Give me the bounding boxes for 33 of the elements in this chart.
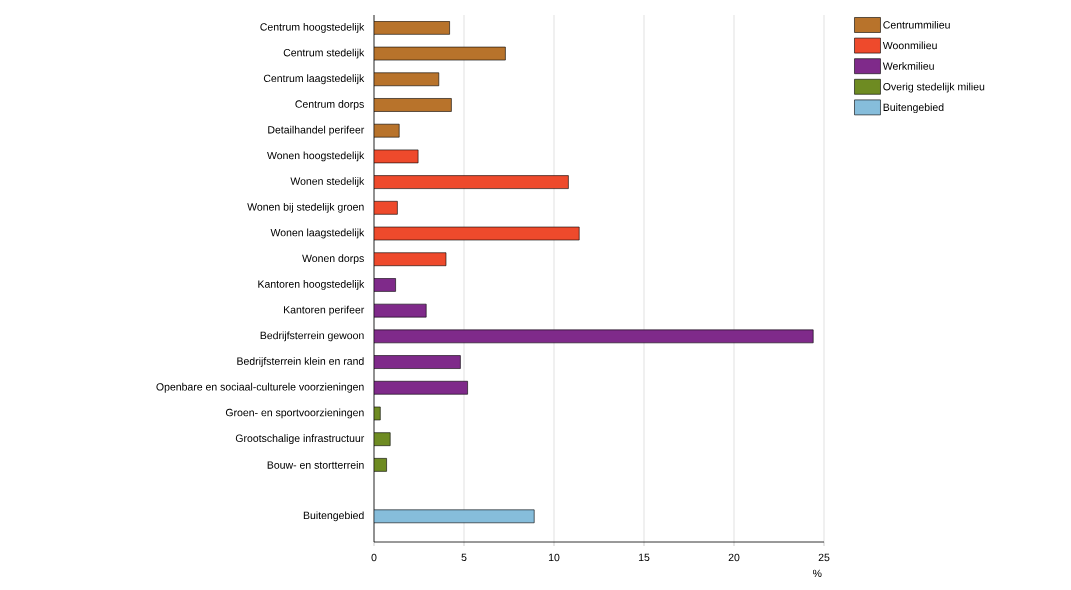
y-tick-label: Buitengebied (303, 511, 364, 522)
legend-label: Werkmilieu (882, 62, 934, 70)
x-tick-label: 10 (548, 553, 560, 562)
y-tick-label: Centrum stedelijk (283, 48, 365, 59)
y-tick-label: Centrum hoogstedelijk (260, 22, 365, 33)
bar (374, 252, 447, 267)
y-tick-label: Bedrijfsterrein gewoon (260, 331, 364, 342)
y-tick-label: Kantoren hoogstedelijk (258, 280, 365, 290)
x-tick-label: 15 (638, 553, 650, 562)
y-tick-label: Wonen hoogstedelijk (267, 151, 365, 162)
y-tick-label: Kantoren perifeer (284, 305, 365, 316)
y-tick-label: Groen- en sportvoorzieningen (225, 408, 364, 419)
x-axis-title: % (812, 569, 822, 578)
legend-label: Overig stedelijk milieu (883, 82, 985, 93)
y-tick-label: Wonen bij stedelijk groen (247, 202, 364, 213)
y-tick-label: Detailhandel perifeer (268, 125, 365, 136)
x-tick-label: 5 (461, 553, 467, 562)
bar (374, 175, 569, 189)
x-tick-label: 20 (728, 553, 740, 562)
legend-label: Centrummilieu (883, 20, 950, 29)
y-tick-label: Centrum laagstedelijk (263, 74, 365, 85)
y-tick-label: Centrum dorps (295, 100, 364, 110)
y-tick-label: Grootschalige infrastructuur (235, 434, 365, 445)
y-tick-label: Wonen dorps (302, 254, 364, 265)
y-tick-label: Openbare en sociaal-culturele voorzieningen (156, 382, 364, 393)
y-tick-label: Wonen stedelijk (290, 177, 365, 187)
x-tick-label: 25 (818, 553, 830, 562)
x-tick-label: 0 (371, 553, 377, 562)
y-tick-label: Bedrijfsterrein klein en rand (237, 357, 364, 367)
legend-label: Buitengebied (883, 103, 944, 114)
y-tick-label: Bouw- en stortterrein (267, 461, 364, 469)
y-tick-label: Wonen laagstedelijk (270, 228, 365, 239)
legend-label: Woonmilieu (882, 41, 937, 50)
